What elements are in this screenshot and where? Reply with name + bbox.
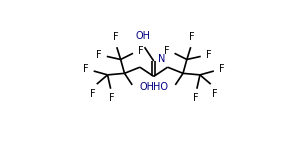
Text: F: F: [212, 89, 218, 99]
Text: F: F: [189, 32, 194, 42]
Text: F: F: [113, 32, 119, 42]
Text: F: F: [193, 93, 198, 103]
Text: F: F: [110, 93, 115, 103]
Text: F: F: [138, 46, 144, 56]
Text: F: F: [96, 50, 101, 60]
Text: F: F: [206, 50, 212, 60]
Text: F: F: [164, 46, 169, 56]
Text: F: F: [90, 89, 96, 99]
Text: OH: OH: [136, 31, 151, 41]
Text: HO: HO: [153, 82, 168, 92]
Text: OH: OH: [140, 82, 155, 92]
Text: N: N: [158, 54, 165, 64]
Text: F: F: [219, 64, 225, 75]
Text: F: F: [83, 64, 88, 75]
